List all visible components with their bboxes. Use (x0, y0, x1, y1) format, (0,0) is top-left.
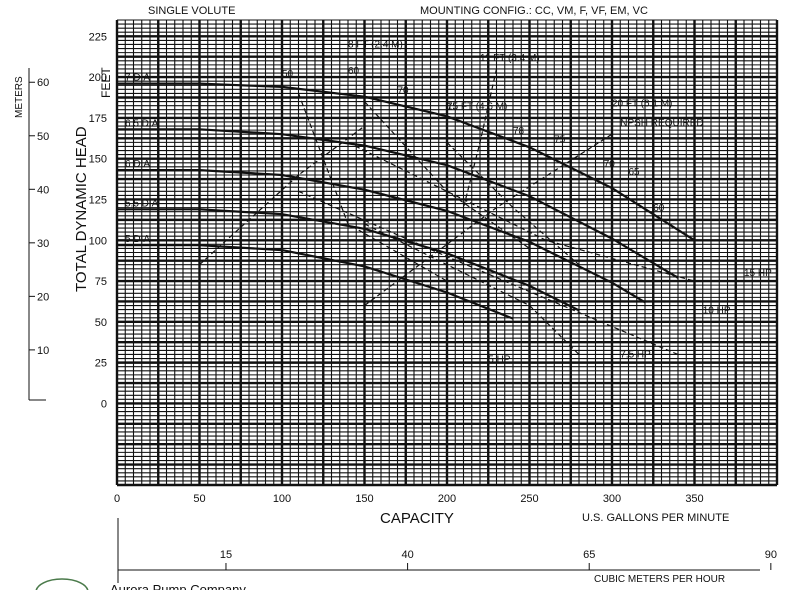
y-tick-labels: 0 25 50 75 100 125 150 175 200 225 (89, 31, 107, 410)
auxiliary-line (364, 101, 530, 249)
efficiency-label: 60 (653, 203, 665, 214)
x-tick-label: 300 (603, 493, 621, 505)
company-logo: Aurora Pump Company (35, 578, 246, 590)
cmh-tick-label: 40 (401, 549, 413, 561)
y2-axis-unit-meters: METERS (14, 76, 25, 118)
impeller-curve-label: 6 DIA (125, 159, 150, 170)
meters-tick-label: 60 (37, 77, 49, 89)
x-tick-label: 200 (438, 493, 456, 505)
meters-tick-label: 40 (37, 184, 49, 196)
impeller-curve-label: 7 DIA (125, 73, 150, 84)
npsh-label: 15 FT (4.6 M) (447, 102, 507, 113)
efficiency-label: 65 (629, 167, 641, 178)
header-right: MOUNTING CONFIG.: CC, VM, F, VF, EM, VC (420, 5, 648, 17)
auxiliary-line (297, 93, 448, 282)
company-name: Aurora Pump Company (110, 582, 246, 590)
auxiliary-line (462, 68, 498, 208)
auxiliary-line (446, 141, 580, 266)
x-tick-labels: 0 50 100 150 200 250 300 350 (114, 493, 704, 505)
x-tick-label: 350 (685, 493, 703, 505)
impeller-curve-label: 6.5 DIA (125, 118, 159, 129)
impeller-curve (117, 244, 514, 320)
cmh-tick-label: 65 (583, 549, 595, 561)
auxiliary-line (364, 133, 613, 306)
auxiliary-line (364, 223, 580, 355)
impeller-curve (117, 82, 696, 242)
impeller-curve-label: 5 DIA (125, 234, 150, 245)
auxiliary-line (199, 125, 365, 266)
impeller-curve (117, 169, 646, 304)
y-tick-label: 175 (89, 113, 107, 125)
efficiency-label: 70 (398, 85, 410, 96)
efficiency-label: 75 (554, 134, 566, 145)
efficiency-hp-npsh-lines (199, 68, 695, 356)
x-axis-label: CAPACITY (380, 510, 454, 527)
x-tick-label: 0 (114, 493, 120, 505)
horsepower-label: 10 HP (703, 306, 731, 317)
x-tick-label: 100 (273, 493, 291, 505)
npsh-label: NPSH REQUIRED (620, 118, 703, 129)
impeller-curve-label: 5.5 DIA (125, 198, 159, 209)
efficiency-label: 60 (348, 66, 360, 77)
cmh-axis-unit: CUBIC METERS PER HOUR (594, 574, 725, 585)
meters-scale: 10 20 30 40 50 60 (28, 68, 49, 401)
npsh-label: 8 FT (2.4 M) (348, 40, 403, 51)
horsepower-label: 15 HP (744, 268, 772, 279)
y-tick-label: 25 (95, 358, 107, 370)
meters-tick-label: 20 (37, 291, 49, 303)
header-left: SINGLE VOLUTE (148, 5, 235, 17)
auxiliary-line (298, 190, 679, 356)
y-tick-label: 150 (89, 154, 107, 166)
x-tick-label: 150 (355, 493, 373, 505)
x-tick-label: 50 (193, 493, 205, 505)
y-tick-label: 50 (95, 317, 107, 329)
impeller-curves: 7 DIA 6.5 DIA 6 DIA 5.5 DIA 5 DIA (117, 73, 696, 320)
x-tick-label: 250 (520, 493, 538, 505)
curve-annotations: 50 60 70 75 78 75 70 65 60 5 HP 7.5 HP 10 HP 15 HP 8 … (282, 40, 772, 366)
logo-mark (35, 578, 89, 590)
meters-tick-label: 30 (37, 238, 49, 250)
cubic-meters-scale: 15 40 65 90 (117, 518, 777, 583)
efficiency-label: 70 (604, 159, 616, 170)
auxiliary-line (347, 141, 695, 282)
efficiency-label: 75 (447, 102, 459, 113)
horsepower-label: 7.5 HP (620, 350, 651, 361)
y-tick-label: 125 (89, 194, 107, 206)
impeller-curve (117, 128, 679, 279)
impeller-curve (117, 208, 580, 312)
y-tick-label: 75 (95, 276, 107, 288)
efficiency-label: 78 (513, 126, 525, 137)
y-tick-label: 100 (89, 235, 107, 247)
npsh-label: 20 FT (6.1 M) (612, 98, 672, 109)
cmh-tick-label: 90 (765, 549, 777, 561)
meters-tick-label: 50 (37, 131, 49, 143)
meters-tick-label: 10 (37, 345, 49, 357)
y-tick-label: 200 (89, 72, 107, 84)
y-tick-label: 225 (89, 31, 107, 43)
npsh-label: 11 FT (3.4 M) (480, 53, 540, 64)
cmh-tick-label: 15 (220, 549, 232, 561)
efficiency-label: 50 (282, 69, 294, 80)
y-tick-label: 0 (101, 398, 107, 410)
x-axis-unit: U.S. GALLONS PER MINUTE (582, 512, 729, 524)
horsepower-label: 5 HP (488, 355, 511, 366)
y-axis-unit-feet: FEET (99, 67, 113, 98)
y-axis-label: TOTAL DYNAMIC HEAD (73, 126, 90, 292)
